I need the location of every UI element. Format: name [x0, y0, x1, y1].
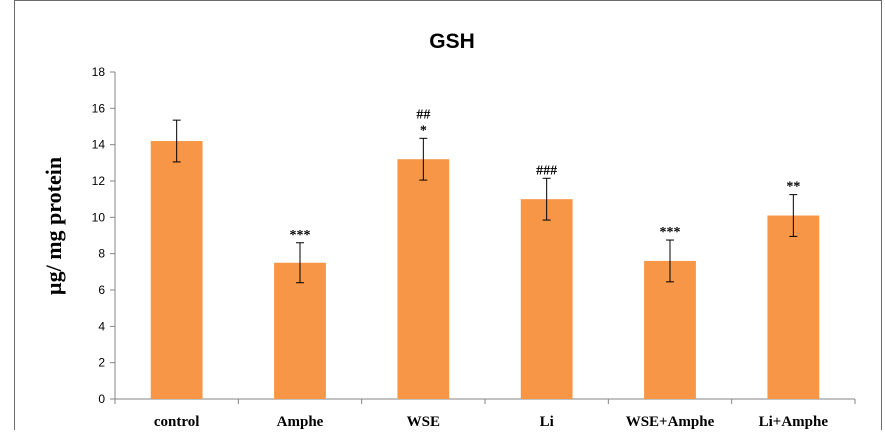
- chart-frame: [14, 0, 882, 430]
- y-axis-label: µg/ mg protein: [41, 157, 66, 295]
- error-bars: [172, 119, 798, 284]
- y-tick-label: 14: [92, 138, 106, 152]
- chart-title: GSH: [429, 30, 475, 53]
- significance-labels: ****#####*****: [290, 107, 801, 242]
- bar: [767, 215, 820, 399]
- bar: [150, 141, 203, 400]
- y-tick-label: 6: [98, 283, 105, 297]
- y-tick-label: 18: [92, 65, 106, 79]
- significance-label: ***: [660, 225, 681, 240]
- bar: [520, 199, 573, 399]
- bar: [644, 260, 696, 399]
- category-labels: control Amphe WSE Li WSE+Amphe Li+Amphe: [114, 399, 856, 430]
- y-tick-label: 8: [98, 247, 105, 261]
- y-tick-label: 4: [98, 319, 105, 333]
- x-tick-label: Li+Amphe: [759, 414, 829, 430]
- bars: [150, 141, 820, 400]
- significance-label: *: [420, 123, 427, 138]
- significance-label: ###: [536, 163, 557, 178]
- x-tick-label: control: [154, 414, 200, 430]
- significance-label: **: [786, 180, 800, 195]
- y-tick-label: 16: [92, 101, 106, 115]
- significance-label: ##: [416, 107, 430, 122]
- x-tick-label: Li: [540, 414, 554, 430]
- y-tick-label: 2: [98, 356, 105, 370]
- y-tick-label: 0: [98, 392, 105, 406]
- y-ticks: 0 2 4 6 8 10 12 14 16 18: [92, 65, 115, 406]
- y-tick-label: 12: [92, 174, 106, 188]
- significance-label: ***: [290, 228, 311, 243]
- x-tick-label: Amphe: [277, 414, 324, 430]
- x-tick-label: WSE+Amphe: [626, 414, 715, 430]
- x-tick-label: WSE: [407, 414, 440, 430]
- y-tick-label: 10: [92, 210, 106, 224]
- bar: [274, 262, 326, 399]
- bar: [397, 159, 450, 399]
